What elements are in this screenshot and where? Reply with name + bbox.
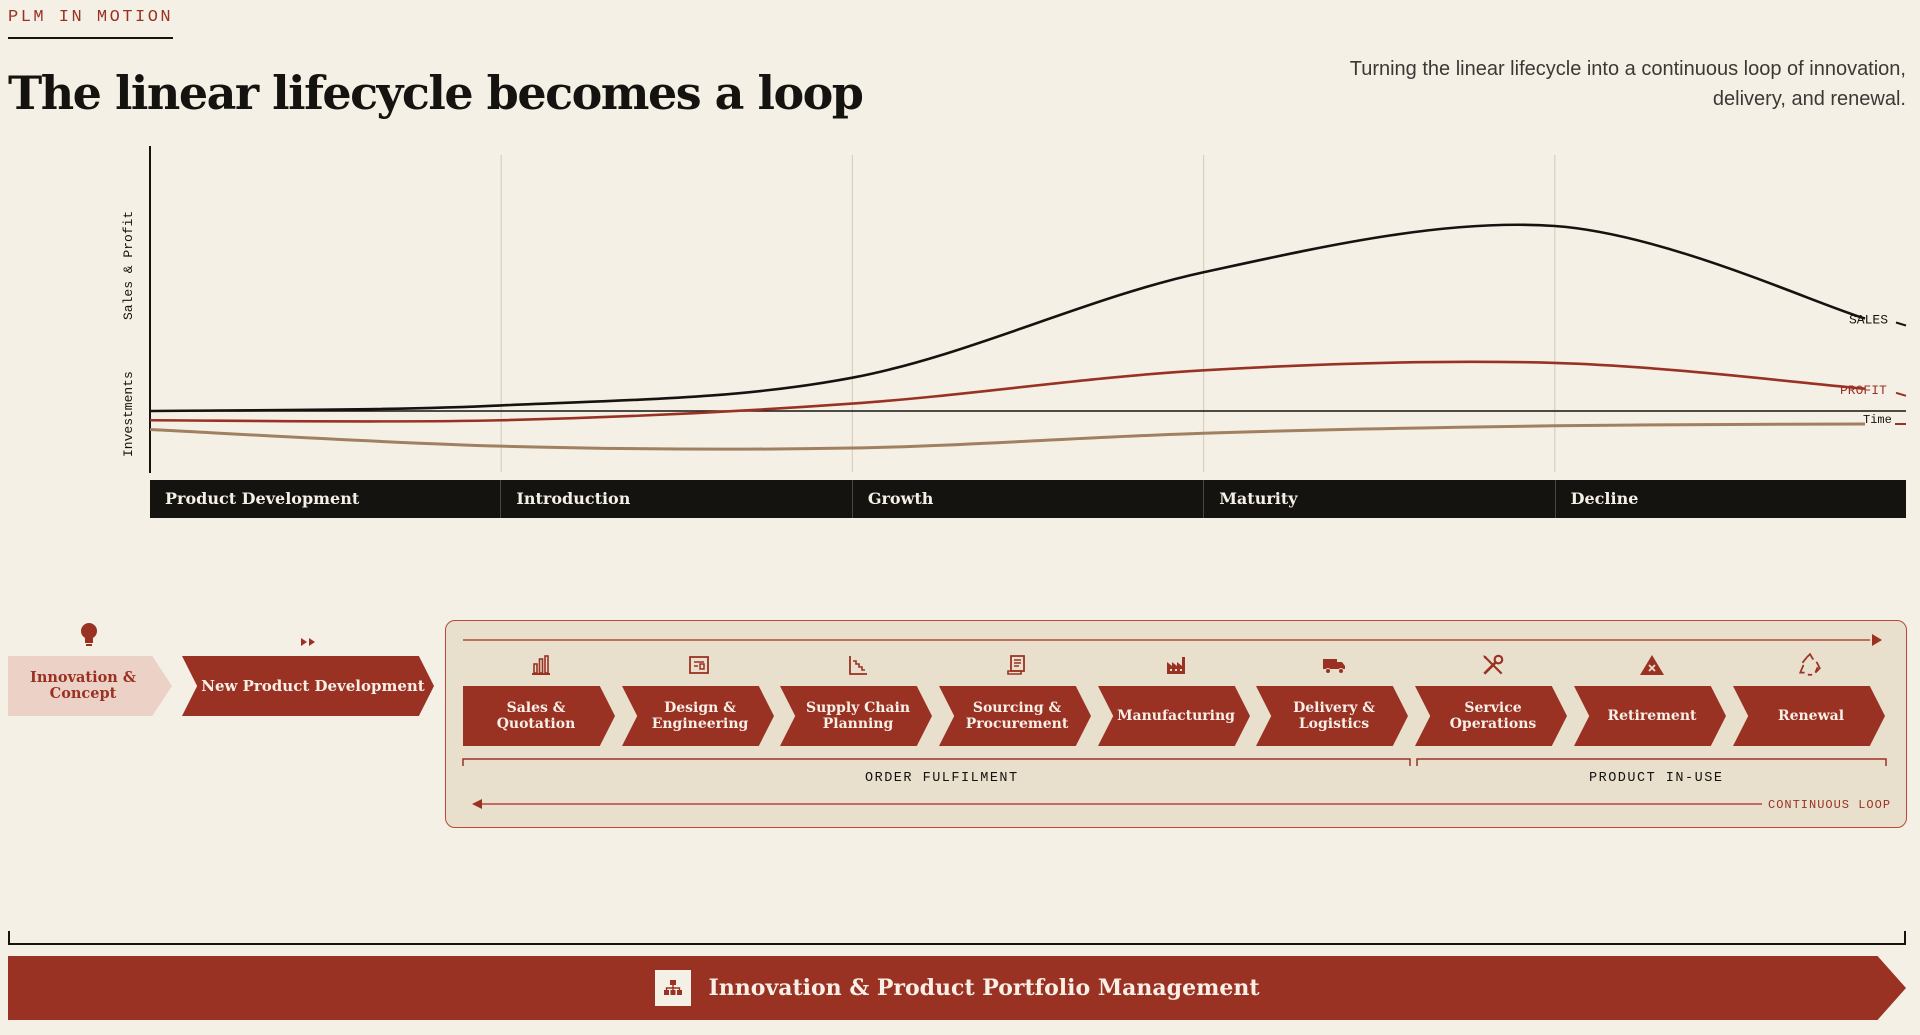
eyebrow: PLM IN MOTION (8, 8, 174, 39)
phase-label: Growth (851, 480, 1203, 518)
hierarchy-icon (654, 970, 691, 1006)
stage-manufacturing[interactable]: Manufacturing (1098, 686, 1250, 746)
continuous-loop-label: CONTINUOUS LOOP (1768, 798, 1892, 812)
order-fulfilment-label: ORDER FULFILMENT (865, 771, 1019, 786)
recycle-icon (1795, 650, 1825, 680)
blueprint-icon (684, 650, 714, 680)
lightbulb-icon (79, 622, 99, 651)
stage-supply-chain-planning[interactable]: Supply Chain Planning (780, 686, 932, 746)
phase-label: Introduction (500, 480, 851, 518)
tools-icon (1478, 650, 1508, 680)
page-subtitle: Turning the linear lifecycle into a cont… (1349, 58, 1906, 110)
bar-chart-icon (526, 650, 556, 680)
warning-x-icon (1637, 650, 1667, 680)
fast-forward-icon (300, 637, 318, 650)
time-axis-label: Time (1863, 413, 1892, 427)
truck-icon (1319, 650, 1349, 680)
chart-decline-icon (843, 650, 873, 680)
phase-label: Maturity (1203, 480, 1554, 518)
order-fulfilment-bracket (462, 758, 1411, 766)
series-line-profit (149, 360, 1866, 423)
page-title: The linear lifecycle becomes a loop (8, 66, 864, 120)
phase-bar: Product Development Introduction Growth … (150, 480, 1906, 518)
stage-sourcing-procurement[interactable]: Sourcing & Procurement (939, 686, 1091, 746)
stage-retirement[interactable]: Retirement (1574, 686, 1726, 746)
series-label-profit: PROFIT (1840, 383, 1887, 398)
portfolio-banner-label: Innovation & Product Portfolio Managemen… (708, 975, 1260, 1001)
document-icon (1002, 650, 1032, 680)
loop-arrow-left-icon (472, 799, 482, 809)
portfolio-banner[interactable]: Innovation & Product Portfolio Managemen… (8, 956, 1906, 1020)
series-line-sales (149, 223, 1866, 413)
factory-icon (1161, 650, 1191, 680)
loop-arrow-right-icon (1872, 634, 1882, 646)
stage-sales-quotation[interactable]: Sales & Quotation (463, 686, 615, 746)
series-line-investments (149, 422, 1866, 451)
product-in-use-bracket (1416, 758, 1887, 766)
stage-design-engineering[interactable]: Design & Engineering (622, 686, 774, 746)
new-product-development-stage[interactable]: New Product Development (182, 656, 434, 716)
stage-delivery-logistics[interactable]: Delivery & Logistics (1256, 686, 1408, 746)
series-label-sales: SALES (1849, 313, 1888, 328)
innovation-concept-stage[interactable]: Innovation & Concept (8, 656, 172, 716)
portfolio-bracket (8, 931, 1906, 945)
phase-label: Product Development (165, 489, 360, 508)
product-in-use-label: PRODUCT IN-USE (1589, 771, 1724, 786)
stage-service-operations[interactable]: Service Operations (1415, 686, 1567, 746)
lifecycle-chart: Time SALES PROFIT (149, 146, 1907, 473)
stage-renewal[interactable]: Renewal (1733, 686, 1885, 746)
phase-label: Decline (1554, 480, 1906, 518)
